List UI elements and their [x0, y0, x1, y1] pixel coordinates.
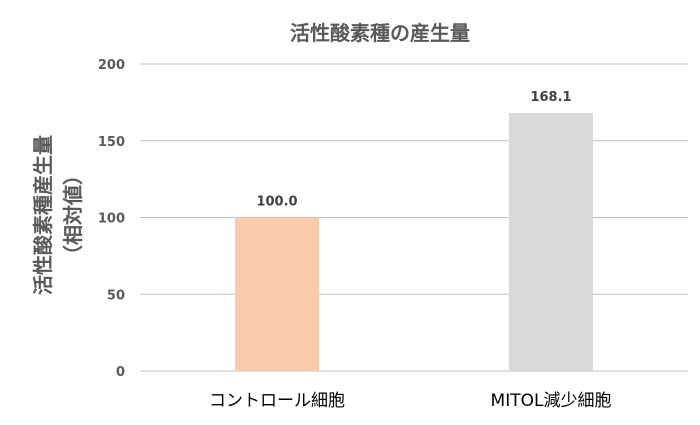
bars: [235, 112, 593, 372]
gridlines: [140, 63, 688, 372]
y-tick-label: 150: [98, 135, 125, 150]
bar: [235, 217, 319, 371]
y-tick-labels: 0 50 100 150 200: [98, 58, 125, 380]
x-category-labels: コントロール細胞 MITOL減少細胞: [209, 391, 611, 411]
data-label: 100.0: [256, 195, 297, 210]
y-tick-label: 100: [98, 212, 125, 227]
y-axis-label-unit: （相対値）: [61, 165, 85, 265]
data-labels: 100.0 168.1: [256, 90, 571, 210]
chart-title: 活性酸素種の産生量: [290, 21, 470, 45]
y-tick-label: 200: [98, 58, 125, 73]
bar: [509, 112, 593, 372]
y-tick-label: 50: [107, 288, 125, 303]
x-category-label: コントロール細胞: [209, 391, 345, 411]
data-label: 168.1: [530, 90, 571, 105]
x-category-label: MITOL減少細胞: [491, 391, 612, 411]
y-axis-label: 活性酸素種産生量: [31, 135, 55, 295]
y-tick-label: 0: [116, 365, 125, 380]
